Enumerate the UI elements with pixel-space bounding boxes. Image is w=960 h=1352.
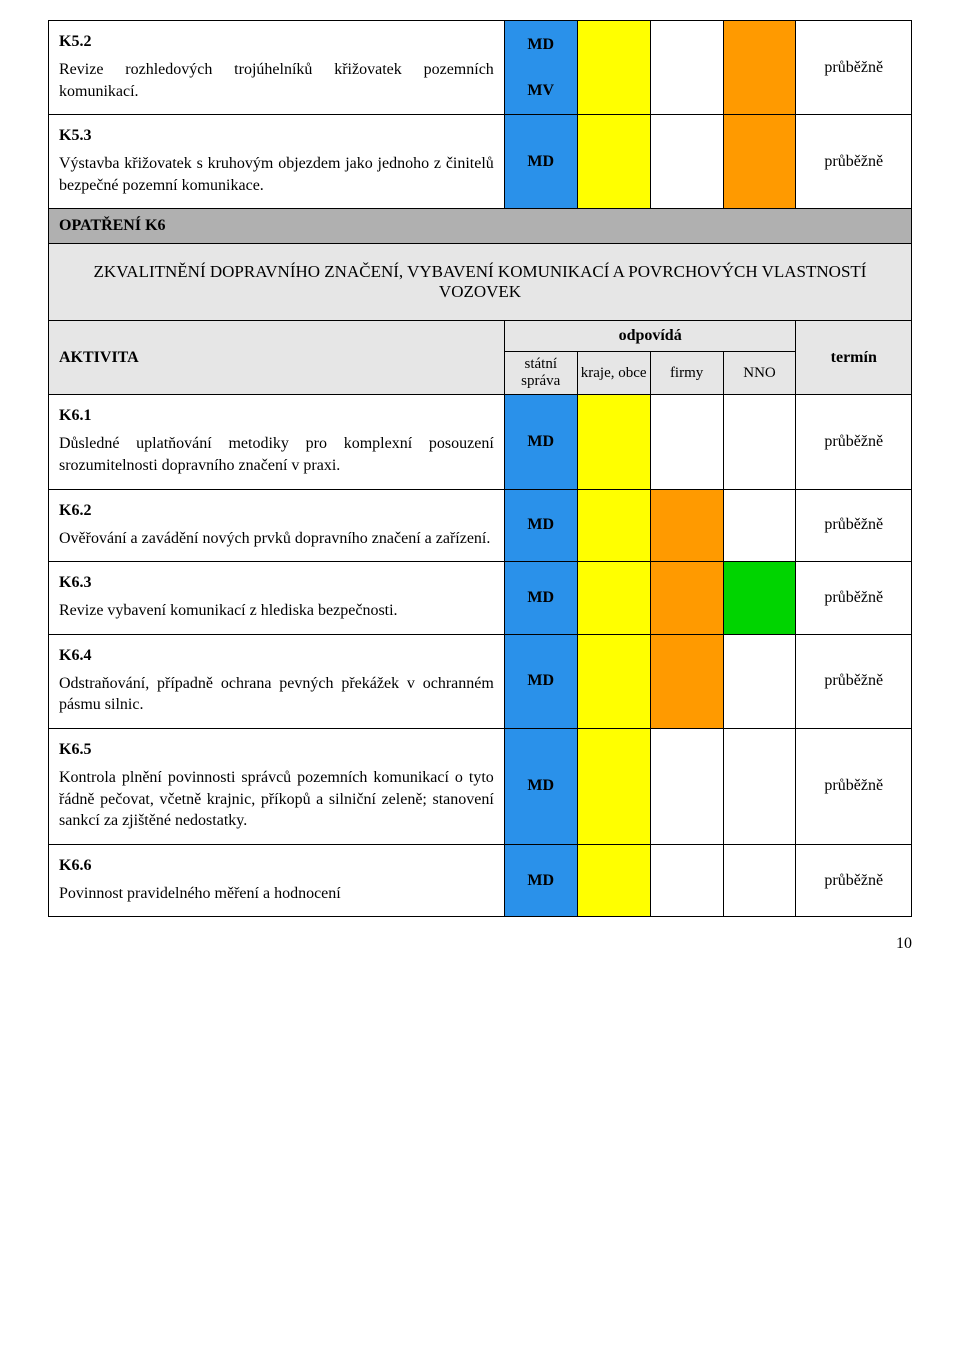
header-odpovida: odpovídá (504, 321, 796, 352)
header-firmy: firmy (650, 352, 723, 395)
state-cell-1: MD (504, 395, 577, 489)
term-cell: průběžně (796, 21, 912, 115)
activity-cell: K6.3 Revize vybavení komunikací z hledis… (49, 562, 505, 635)
term-cell: průběžně (796, 562, 912, 635)
state-cell-4 (723, 844, 796, 917)
state-cell-4 (723, 489, 796, 562)
activity-text: Výstavba křižovatek s kruhovým objezdem … (59, 153, 494, 196)
activity-cell: K6.6 Povinnost pravidelného měření a hod… (49, 844, 505, 917)
activity-id: K6.6 (59, 857, 494, 875)
state-cell-3 (650, 115, 723, 209)
section-header: OPATŘENÍ K6 (49, 209, 912, 244)
state-cell-1: MD (504, 489, 577, 562)
state-cell-3 (650, 844, 723, 917)
table-row: K6.1 Důsledné uplatňování metodiky pro k… (49, 395, 912, 489)
activity-cell: K6.2 Ověřování a zavádění nových prvků d… (49, 489, 505, 562)
state-cell-2 (577, 21, 650, 115)
term-cell: průběžně (796, 634, 912, 728)
activity-id: K5.3 (59, 127, 494, 145)
activity-cell: K5.2 Revize rozhledových trojúhelníků kř… (49, 21, 505, 115)
state-cell-4 (723, 634, 796, 728)
state-cell-2 (577, 844, 650, 917)
header-statni-sprava: státní správa (504, 352, 577, 395)
activity-id: K6.3 (59, 574, 494, 592)
activity-text: Kontrola plnění povinnosti správců pozem… (59, 767, 494, 832)
term-cell: průběžně (796, 115, 912, 209)
state-cell-4 (723, 21, 796, 115)
page-number: 10 (48, 935, 912, 953)
state-cell-1: MD (504, 115, 577, 209)
state-cell-4 (723, 115, 796, 209)
table-row: K6.6 Povinnost pravidelného měření a hod… (49, 844, 912, 917)
activity-id: K6.4 (59, 647, 494, 665)
state-cell-1: MD (504, 562, 577, 635)
activity-cell: K6.4 Odstraňování, případně ochrana pevn… (49, 634, 505, 728)
state-cell-3 (650, 395, 723, 489)
header-row-1: AKTIVITA odpovídá termín (49, 321, 912, 352)
term-cell: průběžně (796, 844, 912, 917)
state-cell-1: MD MV (504, 21, 577, 115)
activity-text: Revize rozhledových trojúhelníků křižova… (59, 59, 494, 102)
term-cell: průběžně (796, 489, 912, 562)
state-cell-2 (577, 115, 650, 209)
state-cell-4 (723, 728, 796, 844)
activity-cell: K6.1 Důsledné uplatňování metodiky pro k… (49, 395, 505, 489)
state-cell-3 (650, 728, 723, 844)
state-cell-2 (577, 728, 650, 844)
state-cell-3 (650, 562, 723, 635)
state-cell-2 (577, 489, 650, 562)
activity-text: Důsledné uplatňování metodiky pro komple… (59, 433, 494, 476)
activity-text: Revize vybavení komunikací z hlediska be… (59, 600, 494, 622)
table-row: K6.5 Kontrola plnění povinnosti správců … (49, 728, 912, 844)
activity-cell: K5.3 Výstavba křižovatek s kruhovým obje… (49, 115, 505, 209)
activity-id: K6.2 (59, 502, 494, 520)
table-row: K5.2 Revize rozhledových trojúhelníků kř… (49, 21, 912, 115)
state-cell-3 (650, 21, 723, 115)
state-cell-2 (577, 562, 650, 635)
state-cell-4 (723, 395, 796, 489)
activity-text: Ověřování a zavádění nových prvků doprav… (59, 528, 494, 550)
state-label: MD (505, 22, 577, 68)
activities-table-top: K5.2 Revize rozhledových trojúhelníků kř… (48, 20, 912, 917)
state-cell-1: MD (504, 844, 577, 917)
state-cell-4 (723, 562, 796, 635)
activity-cell: K6.5 Kontrola plnění povinnosti správců … (49, 728, 505, 844)
activity-id: K5.2 (59, 33, 494, 51)
table-row: K6.4 Odstraňování, případně ochrana pevn… (49, 634, 912, 728)
state-cell-2 (577, 395, 650, 489)
table-row: K5.3 Výstavba křižovatek s kruhovým obje… (49, 115, 912, 209)
section-subtitle: ZKVALITNĚNÍ DOPRAVNÍHO ZNAČENÍ, VYBAVENÍ… (49, 244, 912, 321)
state-label: MV (505, 68, 577, 114)
stacked-state-labels: MD MV (505, 22, 577, 114)
header-nno: NNO (723, 352, 796, 395)
term-cell: průběžně (796, 728, 912, 844)
state-cell-3 (650, 489, 723, 562)
header-activity: AKTIVITA (49, 321, 505, 395)
activity-text: Povinnost pravidelného měření a hodnocen… (59, 883, 494, 905)
section-header-row: OPATŘENÍ K6 (49, 209, 912, 244)
header-kraje-obce: kraje, obce (577, 352, 650, 395)
term-cell: průběžně (796, 395, 912, 489)
state-cell-3 (650, 634, 723, 728)
section-subtitle-row: ZKVALITNĚNÍ DOPRAVNÍHO ZNAČENÍ, VYBAVENÍ… (49, 244, 912, 321)
state-cell-2 (577, 634, 650, 728)
activity-text: Odstraňování, případně ochrana pevných p… (59, 673, 494, 716)
table-row: K6.3 Revize vybavení komunikací z hledis… (49, 562, 912, 635)
state-cell-1: MD (504, 728, 577, 844)
activity-id: K6.5 (59, 741, 494, 759)
table-row: K6.2 Ověřování a zavádění nových prvků d… (49, 489, 912, 562)
header-termin: termín (796, 321, 912, 395)
activity-id: K6.1 (59, 407, 494, 425)
state-cell-1: MD (504, 634, 577, 728)
